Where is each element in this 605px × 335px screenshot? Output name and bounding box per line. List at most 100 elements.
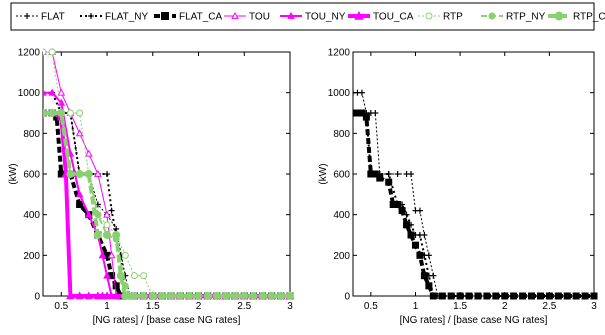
data-point xyxy=(176,292,185,300)
data-point xyxy=(48,109,57,117)
y-tick-label: 600 xyxy=(23,170,40,181)
data-point xyxy=(94,169,102,177)
data-point xyxy=(385,171,392,177)
x-tick-label: 0.5 xyxy=(364,301,378,312)
data-point xyxy=(157,292,166,300)
legend-label: TOU_NY xyxy=(305,12,346,23)
data-point xyxy=(66,109,74,117)
legend-label: FLAT xyxy=(41,12,65,23)
legend-box xyxy=(10,2,595,31)
data-point xyxy=(276,292,285,300)
data-point xyxy=(57,88,66,96)
data-point xyxy=(240,292,249,300)
data-point xyxy=(416,251,424,259)
data-point xyxy=(121,251,129,259)
series-flat-ny xyxy=(353,110,597,299)
data-point xyxy=(590,292,598,300)
legend-entry-flat-ca: FLAT_CA xyxy=(154,12,222,23)
data-point xyxy=(429,292,437,300)
x-tick-label: 3 xyxy=(287,301,293,312)
data-point xyxy=(84,291,94,300)
data-point xyxy=(408,171,415,177)
data-point xyxy=(362,113,370,121)
y-tick-label: 0 xyxy=(34,292,40,303)
legend-entry-tou-ny: TOU_NY xyxy=(280,12,346,23)
legend-marker xyxy=(554,11,564,21)
data-point xyxy=(554,292,562,300)
legend-entry-flat: FLAT xyxy=(16,12,65,23)
data-point xyxy=(103,221,111,229)
data-point xyxy=(258,292,267,300)
data-point xyxy=(212,292,221,300)
legend-marker xyxy=(425,12,433,20)
data-point xyxy=(103,231,112,239)
data-point xyxy=(140,272,148,280)
data-point xyxy=(93,231,102,239)
legend: FLAT FLAT_NY FLAT_CA TOU TOU_NY TOU_CA RTP RTP_… xyxy=(10,2,605,31)
data-point xyxy=(103,210,111,218)
data-point xyxy=(438,292,446,300)
data-point xyxy=(103,251,111,259)
y-tick-label: 200 xyxy=(333,251,350,262)
data-point xyxy=(420,272,428,280)
series-rtp-ca xyxy=(43,109,294,300)
data-point xyxy=(536,292,544,300)
x-tick-label: 1.5 xyxy=(453,301,467,312)
y-tick-label: 800 xyxy=(23,129,40,140)
data-point xyxy=(416,207,423,214)
data-point xyxy=(57,109,66,117)
data-point xyxy=(394,171,401,177)
legend-marker xyxy=(354,10,364,20)
series-flat-ca xyxy=(353,109,598,300)
data-point xyxy=(474,292,482,300)
x-tick-label: 1.5 xyxy=(146,301,160,312)
data-point xyxy=(84,210,93,218)
data-point xyxy=(581,292,589,300)
legend-entry-rtp-ca: RTP_CA xyxy=(548,11,605,23)
data-point xyxy=(231,292,240,300)
data-point xyxy=(376,174,384,182)
data-point xyxy=(394,201,402,208)
y-tick-label: 1000 xyxy=(328,88,351,99)
y-tick-label: 1200 xyxy=(18,48,41,59)
x-tick-label: 2.5 xyxy=(542,301,556,312)
y-tick-label: 1200 xyxy=(328,48,351,59)
data-point xyxy=(66,291,75,300)
data-point xyxy=(465,292,473,300)
data-point xyxy=(76,109,84,117)
legend-label: FLAT_NY xyxy=(105,12,148,23)
data-point xyxy=(130,272,138,280)
data-point xyxy=(108,207,115,214)
data-point xyxy=(353,109,361,117)
data-point xyxy=(447,292,455,300)
legend-marker xyxy=(231,11,239,19)
data-point xyxy=(425,282,433,290)
left-chart: 0 200 400 600 800 1000 1200 0.5 1 1.5 2 2.5 3 [NG rat… xyxy=(8,48,295,326)
data-point xyxy=(249,292,258,300)
data-point xyxy=(43,88,47,96)
data-point xyxy=(501,292,509,300)
data-point xyxy=(84,149,93,157)
data-point xyxy=(75,190,84,198)
data-point xyxy=(221,292,230,300)
data-point xyxy=(398,207,406,215)
data-point xyxy=(371,170,379,178)
data-point xyxy=(116,271,125,280)
y-axis-label: (kW) xyxy=(318,163,329,184)
data-point xyxy=(358,109,366,117)
data-point xyxy=(84,170,93,178)
x-tick-label: 2.5 xyxy=(237,301,251,312)
data-point xyxy=(66,170,75,178)
data-point xyxy=(113,225,120,232)
data-point xyxy=(203,292,212,300)
data-point xyxy=(121,292,130,300)
y-tick-label: 800 xyxy=(333,129,350,140)
y-tick-label: 400 xyxy=(23,210,40,221)
data-point xyxy=(167,292,176,300)
y-tick-label: 600 xyxy=(333,170,350,181)
data-point xyxy=(403,221,411,229)
y-tick-label: 200 xyxy=(23,251,40,262)
legend-entry-tou: TOU xyxy=(224,12,270,23)
legend-marker xyxy=(24,13,30,19)
